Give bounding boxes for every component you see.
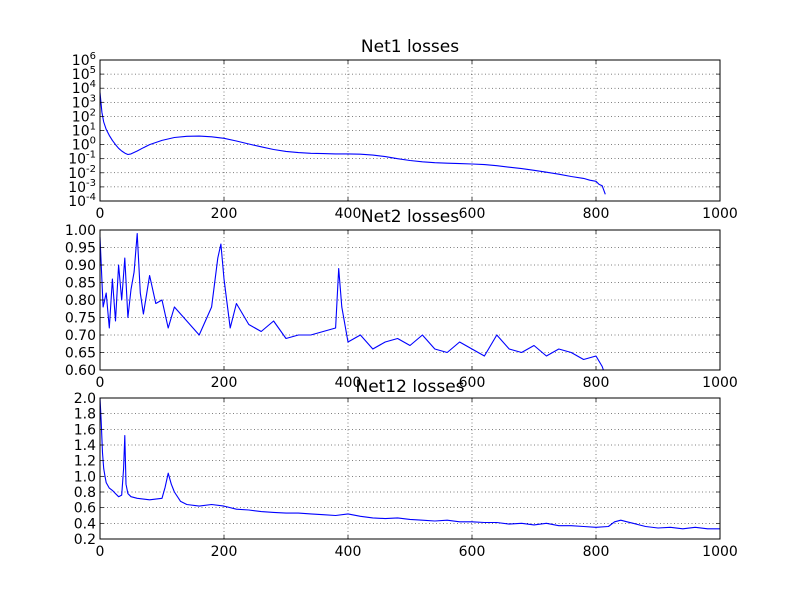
net2-title: Net2 losses xyxy=(361,207,459,227)
net12-y-tick-label: 1.2 xyxy=(74,454,96,470)
net2-x-tick-label: 1000 xyxy=(702,375,738,391)
net2-y-tick-label: 0.90 xyxy=(65,258,96,274)
net1-losses-panel: 0 200 400 600 800 100010-410-310-210-11001011… xyxy=(68,51,738,222)
net12-x-tick-label: 600 xyxy=(459,544,486,560)
net12-y-tick-label: 1.8 xyxy=(74,407,96,423)
net1-y-tick-label: 10-2 xyxy=(68,164,96,182)
net1-y-tick-label: 100 xyxy=(72,136,96,154)
net1-x-tick-label: 1000 xyxy=(702,206,738,222)
net1-title: Net1 losses xyxy=(361,37,459,57)
net1-y-tick-label: 101 xyxy=(72,122,96,140)
net2-x-tick-label: 0 xyxy=(96,375,105,391)
net2-x-tick-label: 600 xyxy=(459,375,486,391)
net1-y-tick-label: 106 xyxy=(72,51,96,69)
net12-y-tick-label: 2.0 xyxy=(74,391,96,407)
net2-y-tick-label: 0.75 xyxy=(65,311,96,327)
net2-x-tick-label: 400 xyxy=(335,375,362,391)
net12-x-tick-label: 400 xyxy=(335,544,362,560)
net2-y-tick-label: 0.80 xyxy=(65,293,96,309)
net12-x-tick-label: 1000 xyxy=(702,544,738,560)
net1-y-tick-label: 10-3 xyxy=(68,178,96,196)
net2-loss-series-line xyxy=(99,232,604,371)
net1-y-tick-label: 10-1 xyxy=(68,150,96,168)
net1-y-tick-label: 105 xyxy=(72,65,96,83)
net12-y-tick-label: 1.4 xyxy=(74,438,96,454)
net2-y-tick-label: 0.65 xyxy=(65,346,96,362)
net1-x-tick-label: 200 xyxy=(211,206,238,222)
net12-y-tick-label: 1.0 xyxy=(74,469,96,485)
net1-x-tick-label: 600 xyxy=(459,206,486,222)
net12-title: Net12 losses xyxy=(355,377,464,397)
net12-y-tick-label: 0.2 xyxy=(74,532,96,548)
net12-x-tick-label: 200 xyxy=(211,544,238,560)
net2-x-tick-label: 800 xyxy=(583,375,610,391)
net12-x-tick-label: 0 xyxy=(96,544,105,560)
net1-x-tick-label: 0 xyxy=(96,206,105,222)
net1-y-tick-label: 104 xyxy=(72,79,96,97)
net12-x-tick-label: 800 xyxy=(583,544,610,560)
net2-losses-panel: 0 200 400 600 800 1000 0.600.65 0.700.75 0.800.8… xyxy=(65,223,738,391)
net2-y-tick-label: 0.70 xyxy=(65,328,96,344)
net1-x-tick-label: 800 xyxy=(583,206,610,222)
net12-losses-panel: 0 200 400 600 800 10000.20.40.60.81.01.21.41.… xyxy=(74,391,738,560)
net12-loss-series-line xyxy=(99,397,720,530)
net12-y-tick-label: 0.8 xyxy=(74,485,96,501)
net12-y-tick-label: 0.6 xyxy=(74,501,96,517)
net12-y-tick-label: 0.4 xyxy=(74,516,96,532)
net12-y-tick-label: 1.6 xyxy=(74,422,96,438)
net2-y-tick-label: 0.85 xyxy=(65,276,96,292)
net1-y-tick-label: 103 xyxy=(72,93,96,111)
net12-axes-frame xyxy=(99,397,721,540)
net2-y-tick-label: 1.00 xyxy=(65,223,96,239)
net1-x-tick-label: 400 xyxy=(335,206,362,222)
net2-y-tick-label: 0.60 xyxy=(65,363,96,379)
net1-y-tick-label: 10-4 xyxy=(68,192,96,210)
net2-x-tick-label: 200 xyxy=(211,375,238,391)
net1-loss-series-line xyxy=(99,92,606,195)
net1-y-tick-label: 102 xyxy=(72,107,96,125)
net2-y-tick-label: 0.95 xyxy=(65,241,96,257)
